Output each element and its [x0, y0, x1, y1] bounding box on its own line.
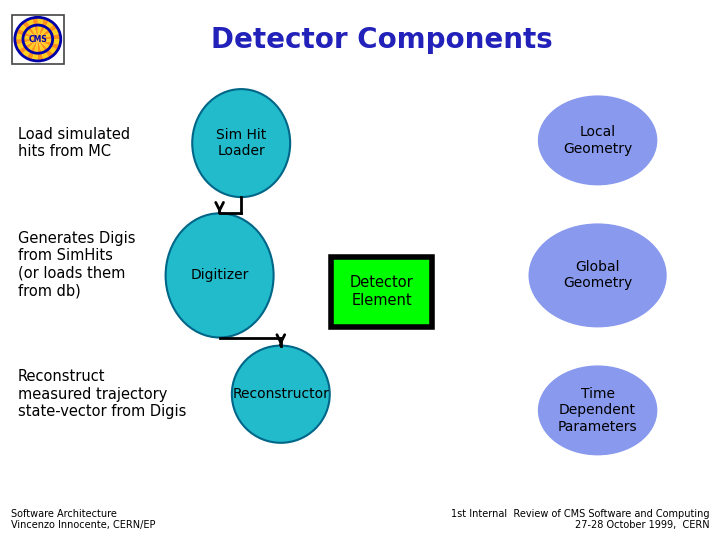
- Wedge shape: [37, 39, 50, 61]
- Wedge shape: [37, 19, 55, 39]
- Wedge shape: [14, 33, 37, 39]
- Text: Time
Dependent
Parameters: Time Dependent Parameters: [558, 387, 637, 434]
- Text: Software Architecture
Vincenzo Innocente, CERN/EP: Software Architecture Vincenzo Innocente…: [11, 509, 156, 530]
- Wedge shape: [37, 23, 58, 39]
- Wedge shape: [17, 39, 37, 55]
- Wedge shape: [37, 28, 60, 39]
- Wedge shape: [21, 39, 37, 59]
- Ellipse shape: [529, 224, 666, 327]
- Wedge shape: [17, 23, 37, 39]
- Wedge shape: [37, 17, 44, 39]
- Text: Detector Components: Detector Components: [211, 26, 552, 55]
- Text: Load simulated
hits from MC: Load simulated hits from MC: [18, 127, 130, 159]
- Wedge shape: [37, 17, 50, 39]
- Text: Sim Hit
Loader: Sim Hit Loader: [216, 128, 266, 158]
- FancyBboxPatch shape: [12, 15, 63, 64]
- Wedge shape: [37, 39, 61, 45]
- Text: Local
Geometry: Local Geometry: [563, 125, 632, 156]
- Text: Digitizer: Digitizer: [190, 268, 249, 282]
- Text: Reconstruct
measured trajectory
state-vector from Digis: Reconstruct measured trajectory state-ve…: [18, 369, 186, 419]
- Wedge shape: [32, 17, 37, 39]
- Wedge shape: [32, 39, 37, 62]
- Ellipse shape: [166, 213, 274, 338]
- Wedge shape: [37, 39, 60, 50]
- Text: CMS: CMS: [28, 35, 48, 44]
- Wedge shape: [15, 39, 37, 50]
- Text: Generates Digis
from SimHits
(or loads them
from db): Generates Digis from SimHits (or loads t…: [18, 231, 135, 298]
- Text: Reconstructor: Reconstructor: [233, 387, 329, 401]
- Wedge shape: [37, 39, 44, 62]
- Text: 1st Internal  Review of CMS Software and Computing
27-28 October 1999,  CERN: 1st Internal Review of CMS Software and …: [451, 509, 709, 530]
- Text: Global
Geometry: Global Geometry: [563, 260, 632, 291]
- Wedge shape: [37, 33, 61, 39]
- Wedge shape: [14, 39, 37, 45]
- Wedge shape: [26, 17, 37, 39]
- Wedge shape: [37, 39, 58, 55]
- Ellipse shape: [232, 346, 330, 443]
- Ellipse shape: [192, 89, 290, 197]
- Wedge shape: [26, 39, 37, 61]
- Ellipse shape: [539, 96, 657, 185]
- Wedge shape: [21, 19, 37, 39]
- Wedge shape: [15, 28, 37, 39]
- Text: Detector
Element: Detector Element: [350, 275, 413, 308]
- FancyBboxPatch shape: [331, 256, 432, 327]
- Wedge shape: [37, 39, 55, 59]
- Ellipse shape: [539, 366, 657, 455]
